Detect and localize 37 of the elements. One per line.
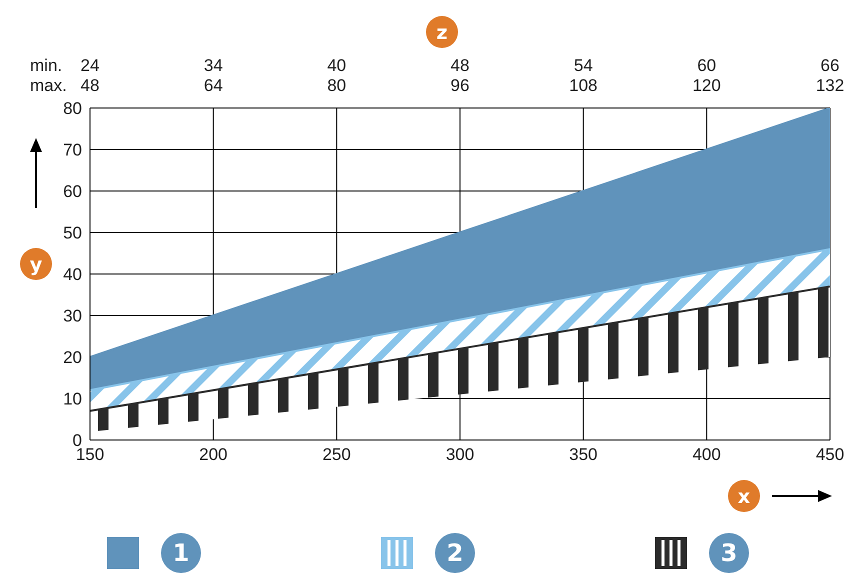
text: 66 <box>820 56 840 76</box>
text: 108 <box>568 76 599 96</box>
text: min. <box>30 56 62 76</box>
x-tick-label: 250 <box>322 445 351 464</box>
y-axis-title: y <box>20 248 52 280</box>
x-tick-label: 400 <box>692 445 721 464</box>
y-tick-label: 80 <box>63 99 82 118</box>
text: 48 <box>80 76 100 95</box>
x2-axis-title: z <box>426 16 458 48</box>
text: 132 <box>814 76 846 96</box>
x-axis-title: x <box>728 480 760 512</box>
legend-label: 2 <box>435 533 475 573</box>
y-tick-label: 60 <box>63 182 82 202</box>
text: 40 <box>326 56 348 76</box>
x-tick-label: 450 <box>816 445 844 464</box>
text: 54 <box>572 56 594 76</box>
x-tick-label: 300 <box>446 445 474 464</box>
text: max. <box>30 76 67 96</box>
x-tick-label: 150 <box>76 445 104 464</box>
text: 24 <box>80 56 100 75</box>
text: 60 <box>696 56 718 76</box>
y-tick-label: 10 <box>63 390 82 409</box>
legend-label: 3 <box>709 533 749 573</box>
x-tick-label: 200 <box>199 445 228 464</box>
text: 64 <box>202 76 224 96</box>
y-tick-label: 20 <box>63 348 82 368</box>
y-tick-label: 30 <box>63 306 82 326</box>
text: 120 <box>691 76 722 96</box>
x-tick-label: 350 <box>569 445 598 464</box>
text: 96 <box>450 76 470 96</box>
y-tick-label: 40 <box>63 265 82 284</box>
text: 48 <box>450 56 470 76</box>
text: 80 <box>326 76 348 96</box>
legend-label: 1 <box>161 533 201 573</box>
text: 34 <box>202 56 224 76</box>
y-tick-label: 50 <box>63 224 82 243</box>
y-tick-label: 70 <box>63 140 82 160</box>
